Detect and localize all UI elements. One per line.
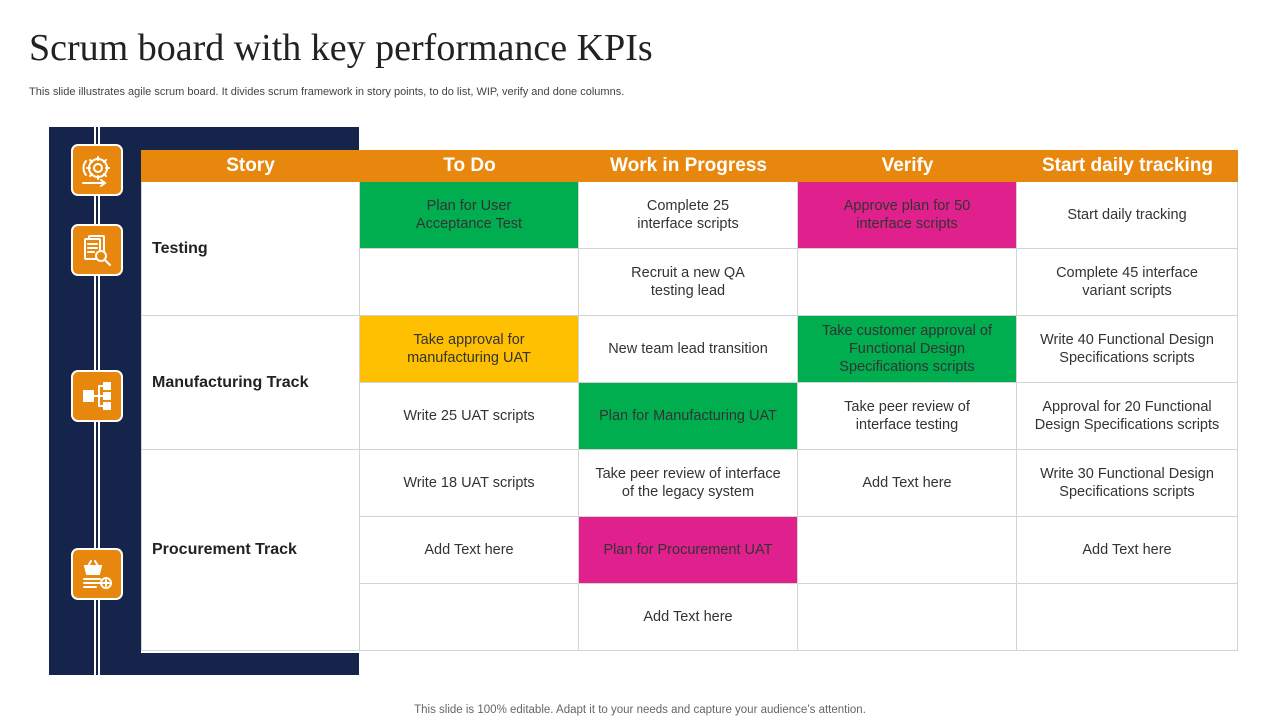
scrum-board-table: Story To Do Work in Progress Verify Star… bbox=[141, 150, 1238, 653]
task-card: Plan for Procurement UAT bbox=[579, 517, 798, 584]
task-card: Complete 25 interface scripts bbox=[579, 182, 798, 249]
empty-cell bbox=[360, 584, 579, 651]
column-header-verify: Verify bbox=[798, 150, 1017, 182]
task-card: Take peer review of interface of the leg… bbox=[579, 450, 798, 517]
column-header-wip: Work in Progress bbox=[579, 150, 798, 182]
column-header-todo: To Do bbox=[360, 150, 579, 182]
task-card: Write 18 UAT scripts bbox=[360, 450, 579, 517]
task-card: Approval for 20 Functional Design Specif… bbox=[1017, 383, 1238, 450]
task-card: Take customer approval of Functional Des… bbox=[798, 316, 1017, 383]
task-card: Start daily tracking bbox=[1017, 182, 1238, 249]
task-card: Take peer review of interface testing bbox=[798, 383, 1017, 450]
task-card: Take approval for manufacturing UAT bbox=[360, 316, 579, 383]
task-card: Plan for Manufacturing UAT bbox=[579, 383, 798, 450]
story-procurement-track: Procurement Track bbox=[141, 450, 360, 651]
task-card: Complete 45 interface variant scripts bbox=[1017, 249, 1238, 316]
task-card: Add Text here bbox=[360, 517, 579, 584]
task-card: Add Text here bbox=[798, 450, 1017, 517]
empty-cell bbox=[798, 517, 1017, 584]
page-subtitle: This slide illustrates agile scrum board… bbox=[29, 86, 625, 98]
task-card: Recruit a new QA testing lead bbox=[579, 249, 798, 316]
empty-cell bbox=[798, 249, 1017, 316]
task-card: Add Text here bbox=[579, 584, 798, 651]
task-card: Approve plan for 50 interface scripts bbox=[798, 182, 1017, 249]
task-card: New team lead transition bbox=[579, 316, 798, 383]
task-card: Add Text here bbox=[1017, 517, 1238, 584]
empty-cell bbox=[360, 249, 579, 316]
task-card: Write 30 Functional Design Specification… bbox=[1017, 450, 1238, 517]
agile-cycle-icon bbox=[71, 144, 123, 196]
story-testing: Testing bbox=[141, 182, 360, 316]
column-header-daily-tracking: Start daily tracking bbox=[1017, 150, 1238, 182]
document-search-icon bbox=[71, 224, 123, 276]
page-title: Scrum board with key performance KPIs bbox=[29, 27, 653, 69]
task-card: Plan for User Acceptance Test bbox=[360, 182, 579, 249]
empty-cell bbox=[1017, 584, 1238, 651]
shopping-basket-icon bbox=[71, 548, 123, 600]
empty-cell bbox=[798, 584, 1017, 651]
task-card: Write 40 Functional Design Specification… bbox=[1017, 316, 1238, 383]
column-header-story: Story bbox=[141, 150, 360, 182]
task-card: Write 25 UAT scripts bbox=[360, 383, 579, 450]
footer-note: This slide is 100% editable. Adapt it to… bbox=[414, 704, 866, 716]
story-manufacturing-track: Manufacturing Track bbox=[141, 316, 360, 450]
network-nodes-icon bbox=[71, 370, 123, 422]
